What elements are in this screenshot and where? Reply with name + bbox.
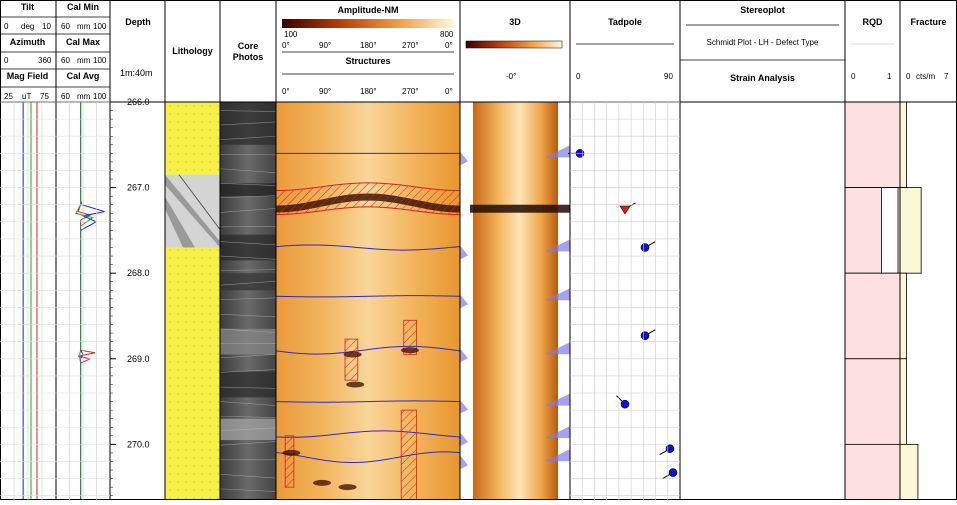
- core-photos-title: Core Photos: [220, 41, 276, 63]
- tilt-min: 0: [4, 22, 8, 31]
- rqd-interval: [845, 359, 900, 445]
- tilt-unit: deg: [21, 22, 34, 31]
- amplitude-tick-3: 270°: [402, 41, 419, 50]
- rqd-value-bar: [882, 188, 899, 274]
- structure-hatch-zone: [345, 339, 358, 380]
- lithology-texture: [165, 248, 220, 500]
- cal-avg-curve: [76, 102, 93, 500]
- cal-avg-title: Cal Avg: [57, 71, 109, 81]
- fracture-bar: [900, 359, 907, 445]
- tadpole-marker: [620, 206, 630, 214]
- cal-max-max: 100: [93, 56, 106, 65]
- amplitude-tick-0: 0°: [282, 41, 290, 50]
- azimuth-min: 0: [4, 56, 8, 65]
- cal-avg-unit: mm: [77, 92, 90, 101]
- tadpole-marker: [621, 400, 629, 408]
- tadpole-title: Tadpole: [570, 17, 680, 27]
- rqd-interval: [845, 444, 900, 500]
- fracture-max: 7: [944, 72, 948, 81]
- amplitude-dark-spot: [313, 480, 331, 486]
- structure-hatch-zone: [401, 410, 416, 500]
- depth-label: 266.0: [127, 97, 150, 107]
- amplitude-tick-4: 0°: [445, 41, 453, 50]
- structures-tick-0: 0°: [282, 87, 290, 96]
- cal-min-unit: mm: [77, 22, 90, 31]
- threed-title: 3D: [460, 17, 570, 27]
- depth-scale: 1m:40m: [120, 68, 153, 78]
- cal-min-title: Cal Min: [57, 2, 109, 12]
- core-photo-section: [220, 372, 276, 398]
- lithology-title: Lithology: [165, 46, 220, 56]
- tadpole-marker: [641, 332, 649, 340]
- rqd-max: 1: [887, 72, 891, 81]
- threed-colorbar: [466, 41, 562, 48]
- threed-image: [473, 102, 558, 500]
- stereoplot-title: Stereoplot: [680, 5, 845, 15]
- cal-max-title: Cal Max: [57, 37, 109, 47]
- threed-angle: -0°: [506, 72, 516, 81]
- azimuth-max: 360: [38, 56, 51, 65]
- amplitude-dark-spot: [339, 484, 357, 490]
- amplitude-max: 800: [440, 30, 453, 39]
- rqd-title: RQD: [845, 17, 900, 27]
- tadpole-marker: [669, 469, 677, 477]
- amplitude-colorbar: [282, 19, 454, 28]
- fracture-bar: [900, 444, 918, 500]
- mag-field-title: Mag Field: [0, 71, 55, 81]
- depth-label: 269.0: [127, 354, 150, 364]
- depth-title: Depth: [111, 17, 165, 27]
- rqd-min: 0: [851, 72, 855, 81]
- fracture-bar: [900, 102, 907, 188]
- cal-max-curve: [81, 102, 105, 500]
- mag-field-min: 25: [4, 92, 13, 101]
- rqd-interval: [845, 102, 900, 188]
- tadpole-min: 0: [576, 72, 580, 81]
- tilt-title: Tilt: [0, 2, 55, 12]
- depth-label: 268.0: [127, 268, 150, 278]
- amplitude-image: [276, 102, 460, 500]
- fracture-bar: [900, 188, 921, 274]
- strain-analysis-title: Strain Analysis: [680, 73, 845, 83]
- fracture-bar: [900, 273, 907, 359]
- core-photo-section: [220, 329, 276, 355]
- fracture-min: 0: [906, 72, 910, 81]
- stereoplot-subtitle: Schmidt Plot - LH - Defect Type: [680, 38, 845, 47]
- core-photo-strip: [220, 102, 276, 500]
- mag-field-max: 75: [40, 92, 49, 101]
- structures-tick-3: 270°: [402, 87, 419, 96]
- cal-max-min: 60: [61, 56, 70, 65]
- rqd-interval: [845, 273, 900, 359]
- amplitude-min: 100: [284, 30, 297, 39]
- lithology-texture: [165, 102, 220, 175]
- structures-tick-1: 90°: [319, 87, 331, 96]
- cal-min-min: 60: [61, 22, 70, 31]
- threed-fracture-band: [470, 205, 570, 213]
- structures-title: Structures: [276, 56, 460, 66]
- structures-tick-2: 180°: [360, 87, 377, 96]
- amplitude-tick-1: 90°: [319, 41, 331, 50]
- cal-min-max: 100: [93, 22, 106, 31]
- amplitude-dark-spot: [344, 351, 362, 357]
- amplitude-title: Amplitude-NM: [276, 5, 460, 15]
- cal-max-unit: mm: [77, 56, 90, 65]
- structures-tick-4: 0°: [445, 87, 453, 96]
- structure-hatch-zone: [285, 436, 294, 487]
- amplitude-dark-spot: [401, 347, 419, 353]
- depth-label: 270.0: [127, 439, 150, 449]
- tadpole-max: 90: [664, 72, 673, 81]
- cal-avg-max: 100: [93, 92, 106, 101]
- amplitude-dark-spot: [346, 381, 364, 387]
- tadpole-marker: [666, 445, 674, 453]
- fracture-unit: cts/m: [916, 72, 935, 81]
- fracture-title: Fracture: [900, 17, 957, 27]
- azimuth-title: Azimuth: [0, 37, 55, 47]
- amplitude-tick-2: 180°: [360, 41, 377, 50]
- amplitude-dark-spot: [282, 450, 300, 456]
- tadpole-marker: [641, 244, 649, 252]
- cal-avg-min: 60: [61, 92, 70, 101]
- depth-label: 267.0: [127, 183, 150, 193]
- mag-field-unit: uT: [22, 92, 31, 101]
- tilt-max: 10: [42, 22, 51, 31]
